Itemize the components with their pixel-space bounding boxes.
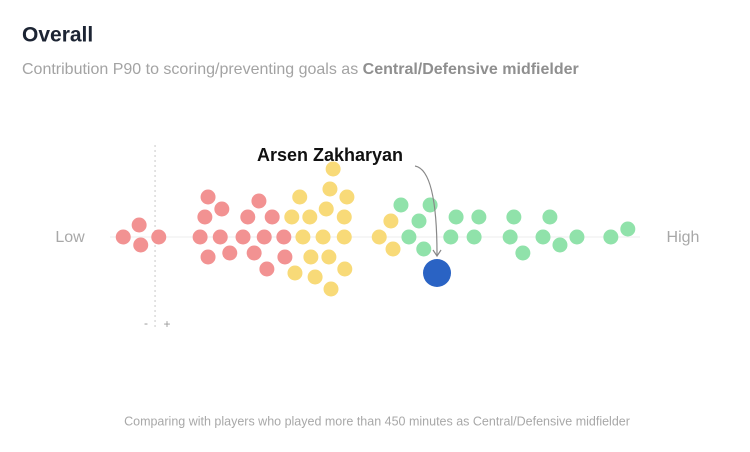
player-dot	[323, 281, 339, 297]
player-dot	[151, 229, 167, 245]
player-dot	[385, 241, 401, 257]
player-dot	[277, 249, 293, 265]
low-label: Low	[55, 229, 85, 246]
player-dot	[552, 237, 568, 253]
minus-label: -	[144, 316, 148, 330]
player-dot	[264, 209, 280, 225]
chart-subtitle: Contribution P90 to scoring/preventing g…	[22, 61, 579, 78]
player-dot	[292, 189, 308, 205]
player-dot	[115, 229, 131, 245]
player-dot	[235, 229, 251, 245]
player-dot	[214, 201, 230, 217]
player-dot	[307, 269, 323, 285]
player-dot	[295, 229, 311, 245]
player-dot	[200, 249, 216, 265]
player-dot	[339, 189, 355, 205]
player-dot	[336, 229, 352, 245]
player-dot	[315, 229, 331, 245]
player-dot	[515, 245, 531, 261]
player-dot	[443, 229, 459, 245]
player-dot	[569, 229, 585, 245]
player-dot	[321, 249, 337, 265]
player-dot	[401, 229, 417, 245]
player-dot	[302, 209, 318, 225]
player-dot	[222, 245, 238, 261]
player-dot	[383, 213, 399, 229]
player-dot	[284, 209, 300, 225]
player-dot	[603, 229, 619, 245]
arrow-head	[432, 249, 442, 258]
player-dot	[318, 201, 334, 217]
player-dot	[212, 229, 228, 245]
chart-title: Overall	[22, 24, 93, 47]
player-dot	[448, 209, 464, 225]
player-dot	[259, 261, 275, 277]
player-dot	[256, 229, 272, 245]
player-dot	[337, 261, 353, 277]
subtitle-text: Contribution P90 to scoring/preventing g…	[22, 61, 358, 78]
player-dot	[393, 197, 409, 213]
annotation-arrow	[414, 165, 438, 256]
player-dot	[620, 221, 636, 237]
player-dot	[246, 245, 262, 261]
footnote: Comparing with players who played more t…	[124, 414, 630, 428]
player-dot	[336, 209, 352, 225]
player-dot	[276, 229, 292, 245]
highlight-dot	[423, 259, 452, 287]
player-dot	[192, 229, 208, 245]
high-label: High	[667, 229, 700, 246]
player-dot	[240, 209, 256, 225]
player-dot	[371, 229, 387, 245]
player-dot	[542, 209, 558, 225]
subtitle-emphasis: Central/Defensive midfielder	[363, 61, 579, 78]
player-dot	[502, 229, 518, 245]
plus-label: +	[164, 317, 171, 331]
player-dot	[197, 209, 213, 225]
player-dot	[325, 161, 341, 177]
player-dot	[506, 209, 522, 225]
player-dot	[251, 193, 267, 209]
player-dot	[200, 189, 216, 205]
player-dot	[466, 229, 482, 245]
player-dot	[416, 241, 432, 257]
player-dot	[471, 209, 487, 225]
highlight-label: Arsen Zakharyan	[257, 145, 403, 165]
player-dot	[535, 229, 551, 245]
player-dot	[303, 249, 319, 265]
player-dot	[411, 213, 427, 229]
player-dot	[133, 237, 149, 253]
player-dot	[322, 181, 338, 197]
player-dot	[287, 265, 303, 281]
player-dot	[131, 217, 147, 233]
